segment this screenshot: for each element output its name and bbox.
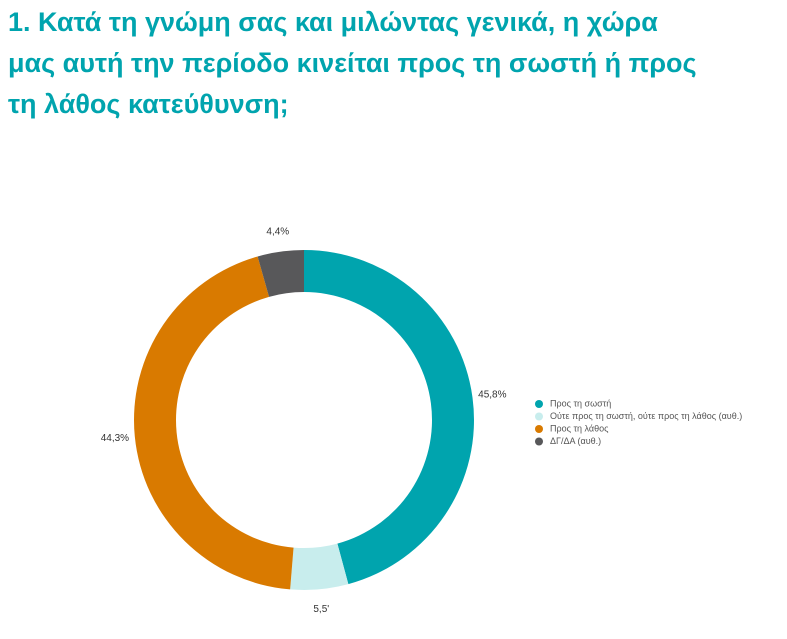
legend-swatch <box>535 425 543 433</box>
donut-slice <box>290 543 349 590</box>
legend-label: Προς τη σωστή <box>550 398 611 408</box>
legend-label: ΔΓ/ΔΑ (αυθ.) <box>550 436 601 446</box>
donut-slice <box>257 250 304 297</box>
legend-label: Προς τη λάθος <box>550 423 609 433</box>
value-label: 5,5' <box>313 604 329 615</box>
value-label: 4,4% <box>266 226 289 237</box>
donut-slice <box>133 256 294 590</box>
legend-swatch <box>535 412 543 421</box>
legend-label: Ούτε προς τη σωστή, ούτε προς τη λάθος (… <box>550 411 742 421</box>
legend-swatch <box>535 400 543 408</box>
donut-slice <box>304 250 474 585</box>
legend-swatch <box>535 437 543 446</box>
chart-title: 1. Κατά τη γνώμη σας και μιλώντας γενικά… <box>8 7 697 119</box>
value-label: 44,3% <box>101 433 129 444</box>
value-label: 45,8% <box>478 390 506 401</box>
